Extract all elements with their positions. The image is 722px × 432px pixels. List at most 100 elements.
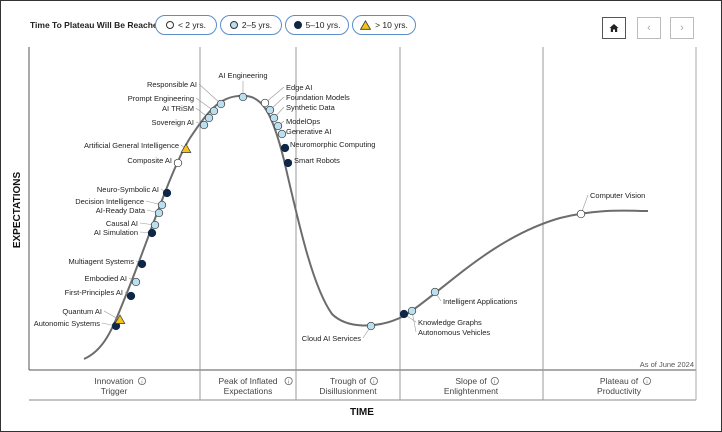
point-label-modelops[interactable]: ModelOps <box>286 117 320 126</box>
point-label-decision-intelligence[interactable]: Decision Intelligence <box>75 197 144 206</box>
marker-ai-simulation[interactable] <box>147 228 157 238</box>
marker-edge-ai[interactable] <box>260 98 270 108</box>
point-label-ai-ready-data[interactable]: AI-Ready Data <box>96 206 146 215</box>
point-label-intelligent-applications[interactable]: Intelligent Applications <box>443 297 517 306</box>
marker-ai-engineering[interactable] <box>238 92 248 102</box>
point-label-autonomic-systems[interactable]: Autonomic Systems <box>34 319 101 328</box>
legend-label: > 10 yrs. <box>375 20 408 30</box>
marker-modelops[interactable] <box>273 121 283 131</box>
marker-neuro-symbolic-ai[interactable] <box>162 188 172 198</box>
marker-ai-trism[interactable] <box>204 113 214 123</box>
point-label-synthetic-data[interactable]: Synthetic Data <box>286 103 336 112</box>
marker-knowledge-graphs[interactable] <box>399 309 409 319</box>
point-label-artificial-general-intelligence[interactable]: Artificial General Intelligence <box>84 141 179 150</box>
marker-decision-intelligence[interactable] <box>157 200 167 210</box>
info-icon[interactable]: i <box>490 376 499 385</box>
leader-line <box>198 83 222 105</box>
point-label-quantum-ai[interactable]: Quantum AI <box>62 307 102 316</box>
point-label-neuro-symbolic-ai[interactable]: Neuro-Symbolic AI <box>97 185 159 194</box>
previous-button[interactable]: ‹ <box>637 17 661 39</box>
legend-filter-5-10-years[interactable]: 5–10 yrs. <box>285 15 349 35</box>
phase-label-line: Disillusionment <box>319 386 377 396</box>
point-label-ai-trism[interactable]: AI TRiSM <box>162 104 194 113</box>
navy-circle-icon <box>293 21 302 29</box>
point-label-edge-ai[interactable]: Edge AI <box>286 83 312 92</box>
marker-ai-ready-data[interactable] <box>154 208 164 218</box>
marker-cloud-ai-services[interactable] <box>366 321 376 331</box>
point-label-ai-simulation[interactable]: AI Simulation <box>94 228 138 237</box>
marker-responsible-ai[interactable] <box>216 99 226 109</box>
marker-artificial-general-intelligence[interactable] <box>180 143 192 153</box>
marker-computer-vision[interactable] <box>576 209 586 219</box>
marker-sovereign-ai[interactable] <box>199 120 209 130</box>
phase-label-line: Expectations <box>224 386 273 396</box>
legend-label: 2–5 yrs. <box>241 20 273 30</box>
marker-prompt-engineering[interactable] <box>209 106 219 116</box>
point-label-sovereign-ai[interactable]: Sovereign AI <box>151 118 194 127</box>
point-label-composite-ai[interactable]: Composite AI <box>127 156 172 165</box>
point-label-neuromorphic-computing[interactable]: Neuromorphic Computing <box>290 140 375 149</box>
marker-quantum-ai[interactable] <box>114 314 126 324</box>
as-of-note: As of June 2024 <box>640 360 694 369</box>
home-icon <box>609 24 619 32</box>
point-label-knowledge-graphs[interactable]: Knowledge Graphs <box>418 318 482 327</box>
point-label-computer-vision[interactable]: Computer Vision <box>590 191 645 200</box>
point-label-cloud-ai-services[interactable]: Cloud AI Services <box>302 334 361 343</box>
point-label-responsible-ai[interactable]: Responsible AI <box>147 80 197 89</box>
phase-label-line: Innovation <box>94 376 133 386</box>
marker-foundation-models[interactable] <box>265 105 275 115</box>
point-labels: Autonomic Systems Quantum AI First-Princip… <box>34 71 646 343</box>
yellow-triangle-icon <box>360 20 372 30</box>
point-label-autonomous-vehicles[interactable]: Autonomous Vehicles <box>418 328 490 337</box>
point-label-prompt-engineering[interactable]: Prompt Engineering <box>128 94 194 103</box>
marker-embodied-ai[interactable] <box>131 277 141 287</box>
marker-causal-ai[interactable] <box>150 220 160 230</box>
legend-filter-more-than-10-years[interactable]: > 10 yrs. <box>352 15 416 35</box>
legend-filter-2-5-years[interactable]: 2–5 yrs. <box>220 15 282 35</box>
marker-neuromorphic-computing[interactable] <box>280 143 290 153</box>
toolbar: Time To Plateau Will Be Reached: < 2 yrs… <box>0 0 722 44</box>
point-label-embodied-ai[interactable]: Embodied AI <box>84 274 127 283</box>
hype-cycle-curve <box>83 94 649 360</box>
white-circle-icon <box>165 21 174 29</box>
point-label-foundation-models[interactable]: Foundation Models <box>286 93 350 102</box>
marker-intelligent-applications[interactable] <box>430 287 440 297</box>
info-icon[interactable]: i <box>369 376 378 385</box>
marker-generative-ai[interactable] <box>277 129 287 139</box>
marker-multiagent-systems[interactable] <box>137 259 147 269</box>
legend-title: Time To Plateau Will Be Reached: <box>30 20 166 30</box>
marker-autonomous-vehicles[interactable] <box>407 306 417 316</box>
legend-label: < 2 yrs. <box>177 20 207 30</box>
marker-synthetic-data[interactable] <box>269 113 279 123</box>
info-icon[interactable]: i <box>137 376 146 385</box>
phase-label-line: Trough of <box>330 376 367 386</box>
point-label-multiagent-systems[interactable]: Multiagent Systems <box>69 257 135 266</box>
info-icon[interactable]: i <box>284 376 293 385</box>
point-markers <box>111 92 586 331</box>
phase-label-line: Peak of Inflated <box>218 376 277 386</box>
chevron-right-icon: › <box>680 22 684 34</box>
point-label-generative-ai[interactable]: Generative AI <box>286 127 331 136</box>
point-label-ai-engineering[interactable]: AI Engineering <box>218 71 267 80</box>
svg-text:i: i <box>288 379 289 385</box>
next-button[interactable]: › <box>670 17 694 39</box>
svg-text:i: i <box>646 379 647 385</box>
legend-filter-less-than-2-years[interactable]: < 2 yrs. <box>155 15 217 35</box>
info-icon[interactable]: i <box>643 376 652 385</box>
point-label-first-principles-ai[interactable]: First-Principles AI <box>65 288 123 297</box>
marker-composite-ai[interactable] <box>173 158 183 168</box>
svg-text:i: i <box>494 379 495 385</box>
phase-label-line: Plateau of <box>600 376 639 386</box>
home-button[interactable] <box>602 17 626 39</box>
x-axis-label: TIME <box>350 407 374 418</box>
phase-label-line: Trigger <box>101 386 128 396</box>
point-label-causal-ai[interactable]: Causal AI <box>106 219 138 228</box>
leader-line <box>103 310 121 321</box>
svg-text:i: i <box>141 379 142 385</box>
point-label-smart-robots[interactable]: Smart Robots <box>294 156 340 165</box>
marker-smart-robots[interactable] <box>283 158 293 168</box>
marker-first-principles-ai[interactable] <box>126 291 136 301</box>
light-blue-circle-icon <box>229 21 238 29</box>
